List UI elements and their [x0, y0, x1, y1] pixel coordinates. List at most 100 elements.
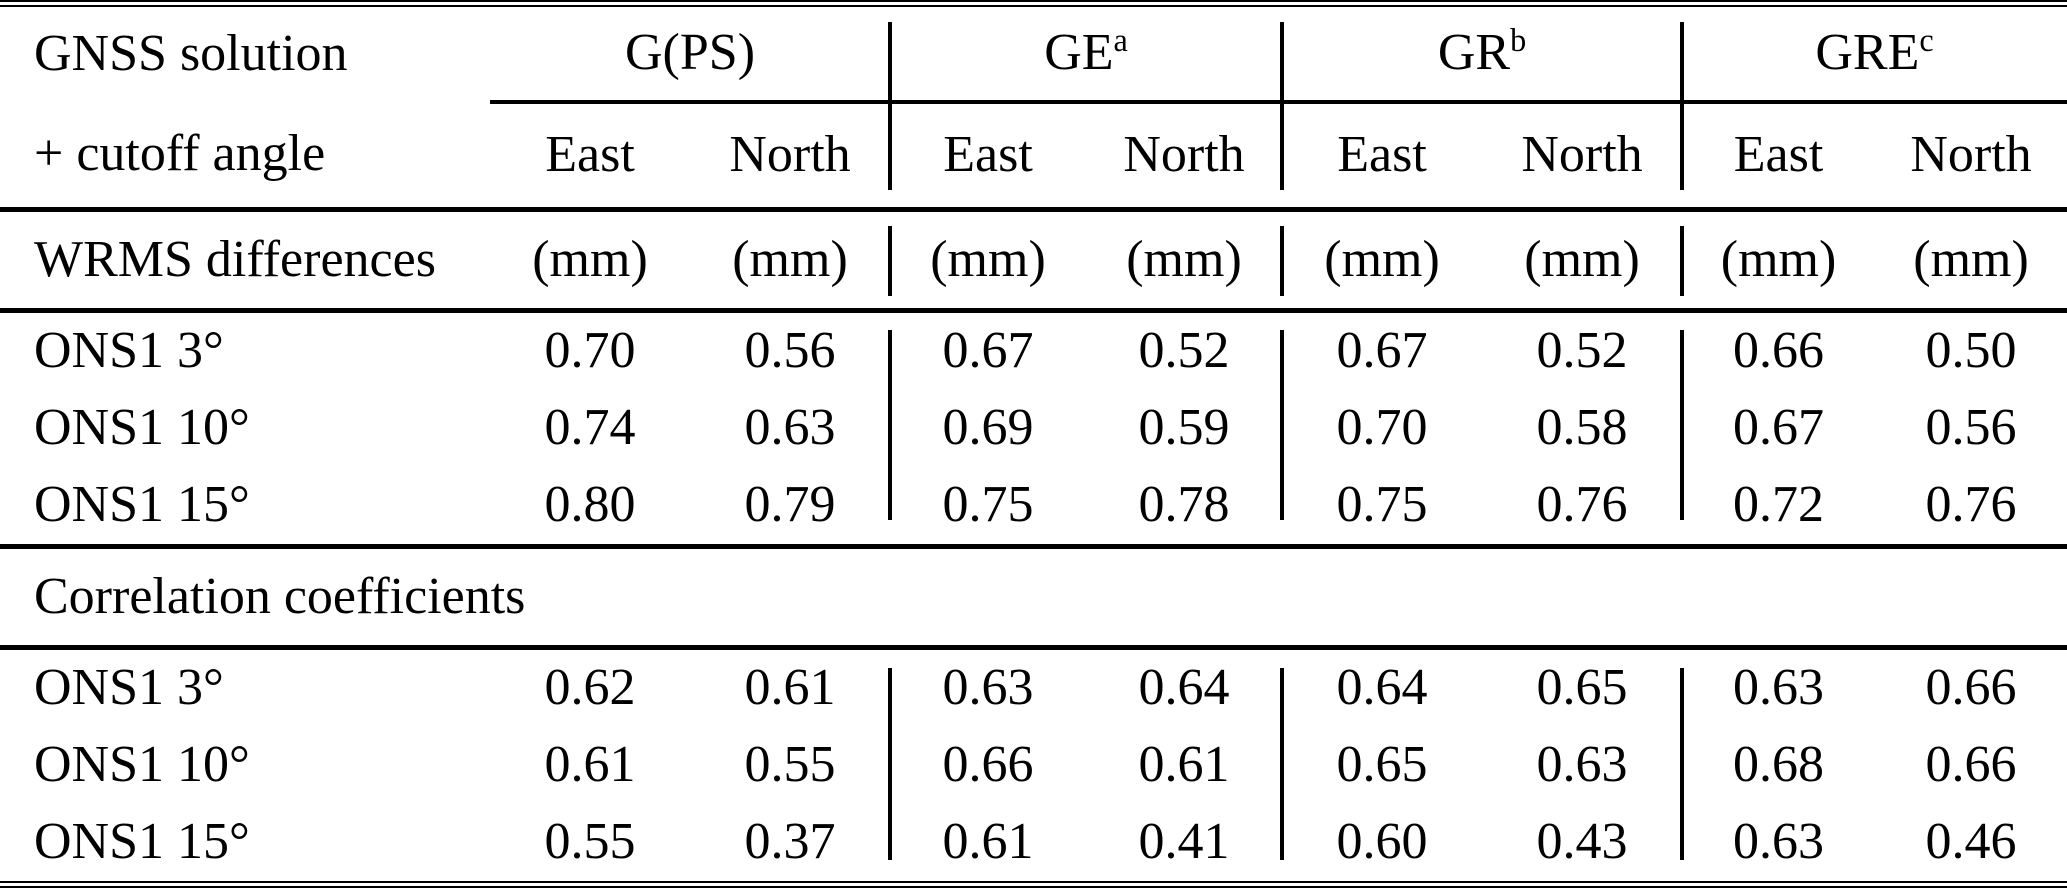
subcol-header-east: East: [1682, 102, 1876, 212]
value-cell: 0.70: [544, 322, 636, 380]
column-separator: [1280, 226, 1284, 296]
value-cell: 0.70: [1336, 399, 1428, 457]
value-cell: 0.55: [744, 736, 836, 794]
value-cell: 0.80: [490, 467, 690, 549]
value-cell: 0.68: [1733, 736, 1825, 794]
value-cell: 0.63: [1733, 813, 1825, 871]
value-cell: 0.65: [1536, 659, 1628, 717]
column-separator: [1680, 330, 1684, 520]
value-cell: 0.52: [1138, 322, 1230, 380]
value-cell: 0.76: [1482, 467, 1683, 549]
value-cell: 0.61: [942, 813, 1034, 871]
value-cell: 0.76: [1875, 467, 2067, 549]
table-row: ONS1 15° 0.55 0.37 0.61 0.41 0.60 0.43 0…: [0, 804, 2067, 885]
table-row: ONS1 10° 0.61 0.55 0.66 0.61 0.65 0.63 0…: [0, 727, 2067, 804]
group-header-gre: GREc: [1682, 3, 2067, 104]
group-header-gr: GRb: [1282, 3, 1683, 104]
value-cell: 0.58: [1536, 399, 1628, 457]
row-label: ONS1 3°: [34, 322, 224, 380]
value-cell: 0.41: [1138, 813, 1230, 871]
value-cell: 0.78: [1086, 467, 1283, 549]
unit-cell: (mm): [1875, 209, 2067, 313]
column-separator: [1680, 226, 1684, 296]
group-superscript: b: [1510, 22, 1527, 59]
section-title-correlation: Correlation coefficients: [0, 546, 2067, 650]
wrms-units-row: WRMS differences (mm) (mm) (mm) (mm) (mm…: [0, 209, 2067, 313]
value-cell: 0.61: [744, 659, 836, 717]
table-row: ONS1 3° 0.70 0.56 0.67 0.52 0.67 0.52 0.…: [0, 311, 2067, 391]
header-cutoff-angle: + cutoff angle: [0, 102, 490, 212]
value-cell: 0.62: [544, 659, 636, 717]
group-header-row: GNSS solution G(PS) GEa GRb GREc: [0, 3, 2067, 104]
unit-cell: (mm): [1682, 209, 1876, 313]
unit-cell: (mm): [690, 209, 890, 313]
group-label: GR: [1437, 24, 1511, 82]
column-separator: [888, 22, 892, 190]
value-cell: 0.37: [744, 813, 836, 871]
value-cell: 0.55: [544, 813, 636, 871]
subcol-header-north: North: [1875, 102, 2067, 212]
value-cell: 0.59: [1138, 399, 1230, 457]
table-row: ONS1 10° 0.74 0.63 0.69 0.59 0.70 0.58 0…: [0, 390, 2067, 467]
unit-cell: (mm): [1482, 209, 1683, 313]
column-separator: [888, 226, 892, 296]
group-superscript: c: [1919, 22, 1934, 59]
subcol-header-east: East: [890, 102, 1086, 212]
section-title-row: Correlation coefficients: [0, 546, 2067, 650]
subcol-header-north: North: [690, 102, 890, 212]
header-gnss-solution: GNSS solution: [34, 25, 348, 83]
unit-cell: (mm): [1086, 209, 1283, 313]
row-label: ONS1 3°: [34, 659, 224, 717]
value-cell: 0.56: [1925, 399, 2017, 457]
value-cell: 0.75: [1282, 467, 1483, 549]
group-label: G(PS): [624, 24, 756, 82]
value-cell: 0.66: [1733, 322, 1825, 380]
value-cell: 0.64: [1336, 659, 1428, 717]
row-label: ONS1 15°: [34, 813, 250, 871]
subcol-header-row: + cutoff angle East North East North Eas…: [0, 102, 2067, 212]
value-cell: 0.67: [1336, 322, 1428, 380]
subcol-header-east: East: [1282, 102, 1483, 212]
value-cell: 0.64: [1138, 659, 1230, 717]
value-cell: 0.66: [1925, 736, 2017, 794]
column-separator: [1280, 22, 1284, 190]
value-cell: 0.43: [1536, 813, 1628, 871]
value-cell: 0.63: [942, 659, 1034, 717]
value-cell: 0.67: [1733, 399, 1825, 457]
value-cell: 0.63: [1536, 736, 1628, 794]
value-cell: 0.63: [1733, 659, 1825, 717]
column-separator: [1280, 330, 1284, 520]
value-cell: 0.56: [744, 322, 836, 380]
unit-cell: (mm): [890, 209, 1086, 313]
value-cell: 0.66: [1925, 659, 2017, 717]
column-separator: [1280, 668, 1284, 860]
group-label: GRE: [1815, 24, 1920, 82]
value-cell: 0.50: [1925, 322, 2017, 380]
value-cell: 0.65: [1336, 736, 1428, 794]
unit-cell: (mm): [490, 209, 690, 313]
subcol-header-north: North: [1086, 102, 1283, 212]
value-cell: 0.61: [544, 736, 636, 794]
group-label: GE: [1044, 24, 1114, 82]
column-separator: [888, 330, 892, 520]
value-cell: 0.72: [1682, 467, 1876, 549]
group-header-gps: G(PS): [490, 3, 890, 104]
value-cell: 0.79: [690, 467, 890, 549]
group-header-ge: GEa: [890, 3, 1283, 104]
value-cell: 0.46: [1925, 813, 2017, 871]
row-label: ONS1 10°: [34, 736, 250, 794]
subcol-header-north: North: [1482, 102, 1683, 212]
column-separator: [1680, 22, 1684, 190]
value-cell: 0.67: [942, 322, 1034, 380]
unit-cell: (mm): [1282, 209, 1483, 313]
value-cell: 0.74: [544, 399, 636, 457]
value-cell: 0.63: [744, 399, 836, 457]
value-cell: 0.75: [890, 467, 1086, 549]
table-row: ONS1 15° 0.80 0.79 0.75 0.78 0.75 0.76 0…: [0, 467, 2067, 549]
value-cell: 0.52: [1536, 322, 1628, 380]
value-cell: 0.69: [942, 399, 1034, 457]
table-row: ONS1 3° 0.62 0.61 0.63 0.64 0.64 0.65 0.…: [0, 648, 2067, 728]
column-separator: [888, 668, 892, 860]
